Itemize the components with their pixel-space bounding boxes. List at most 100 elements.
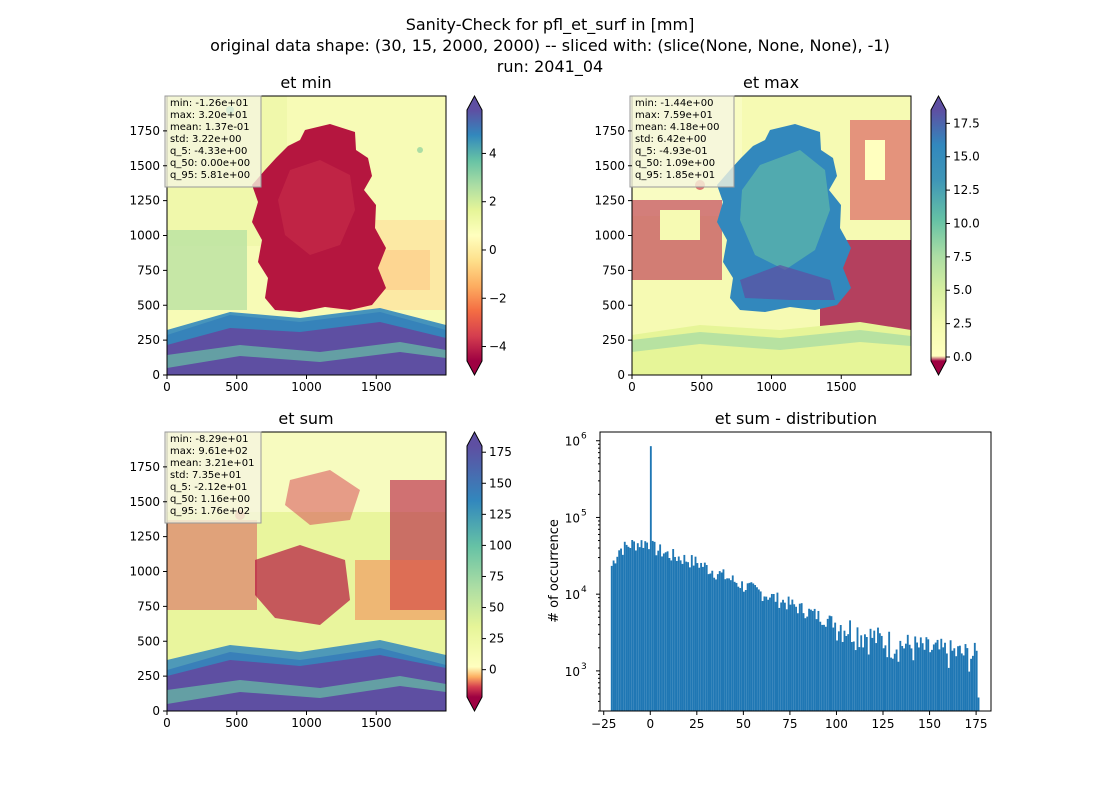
y-axis-et-sum: 0 250 500 750 1000 1250 1500 1750 — [129, 460, 167, 718]
histogram-bar — [813, 608, 816, 711]
panel-title-et-max: et max — [743, 73, 799, 92]
colorbar-tick-label: 12.5 — [953, 183, 980, 197]
histogram-bar — [629, 548, 632, 711]
histogram-bar — [722, 569, 725, 711]
y-tick-label: 1750 — [594, 124, 625, 138]
colorbar-tick-label: 175 — [489, 445, 512, 459]
histogram-bars — [610, 446, 980, 711]
x-axis-et-min: 0 500 1000 1500 — [163, 375, 392, 394]
histogram-bar — [899, 640, 902, 711]
histogram-bar — [947, 667, 950, 711]
histogram-bar — [904, 643, 907, 711]
y-tick-label: 10 — [565, 665, 580, 679]
x-tick-label: 1500 — [361, 716, 392, 730]
x-tick-label: 1000 — [291, 716, 322, 730]
y-tick-label: 250 — [602, 333, 625, 347]
y-tick-label: 1500 — [594, 159, 625, 173]
x-tick-label: 0 — [163, 380, 171, 394]
stats-box-et-max: min: -1.44e+00 max: 7.59e+01 mean: 4.18e… — [629, 95, 735, 188]
histogram-bar — [823, 624, 825, 711]
panel-title-et-sum: et sum — [278, 409, 333, 428]
stat-line: std: 6.42e+00 — [635, 134, 707, 145]
histogram-bar — [761, 601, 764, 711]
histogram-bar — [968, 671, 971, 711]
x-tick-label: 1500 — [361, 380, 392, 394]
y-tick-label: 0 — [617, 368, 625, 382]
histogram-bar — [789, 604, 792, 711]
histogram-bar — [893, 653, 896, 711]
histogram-bar — [862, 647, 865, 711]
histogram-bar — [826, 618, 829, 711]
histogram-bar — [756, 587, 758, 711]
histogram-bar — [649, 446, 652, 711]
histogram-bar — [625, 544, 628, 711]
y-tick-label: 1750 — [129, 460, 160, 474]
histogram-bar — [958, 645, 961, 711]
histogram-bar — [821, 624, 824, 711]
histogram-bar — [769, 597, 771, 711]
x-axis-et-max: 0 500 1000 1500 — [628, 375, 857, 394]
stat-line: q_95: 5.81e+00 — [170, 170, 250, 181]
histogram-bar — [923, 649, 926, 711]
histogram-bar — [856, 627, 859, 711]
stat-line: min: -1.26e+01 — [170, 98, 249, 109]
histogram-bar — [705, 565, 708, 711]
histogram-bar — [783, 602, 786, 711]
histogram-bar — [852, 641, 855, 711]
histogram-bar — [681, 563, 684, 711]
histogram-bar — [957, 646, 959, 711]
y-tick-base: 10 — [565, 435, 580, 449]
histogram-bar — [635, 550, 637, 711]
x-tick-label: 25 — [689, 717, 704, 731]
histogram-bar — [955, 656, 958, 711]
stat-line: q_5: -4.93e-01 — [635, 146, 708, 157]
panel-et-sum-distribution: et sum - distribution −25 0 25 50 75 100 125 15… — [547, 409, 992, 731]
histogram-bar — [683, 554, 686, 711]
histogram-bar — [610, 565, 613, 711]
histogram-bar — [713, 577, 716, 711]
histogram-bar — [942, 647, 945, 711]
histogram-bar — [850, 642, 853, 711]
histogram-bar — [793, 604, 796, 711]
histogram-bar — [875, 643, 878, 711]
colorbar-tick-label: 10.0 — [953, 216, 980, 230]
stat-line: q_95: 1.76e+02 — [170, 506, 250, 517]
histogram-bar — [787, 596, 790, 711]
x-tick-label: 0 — [163, 716, 171, 730]
histogram-bar — [914, 636, 917, 711]
y-tick-exponent: 6 — [581, 432, 587, 442]
panel-et-max: et max min: -1.44e+00 max: 7.59e+01 mean… — [594, 73, 979, 394]
histogram-bar — [657, 550, 660, 711]
colorbar-tick-label: 75 — [489, 569, 504, 583]
histogram-bar — [670, 560, 673, 711]
histogram-bar — [854, 650, 857, 711]
y-tick-label: 750 — [137, 263, 160, 277]
panel-title-distribution: et sum - distribution — [715, 409, 877, 428]
y-tick-label: 1000 — [129, 229, 160, 243]
histogram-bar — [750, 582, 753, 711]
histogram-bar — [908, 644, 911, 711]
histogram-bar — [633, 541, 636, 711]
stat-line: min: -8.29e+01 — [170, 434, 249, 445]
x-tick-label: 1000 — [291, 380, 322, 394]
histogram-bar — [688, 567, 691, 711]
histogram-bar — [782, 599, 784, 711]
colorbar-tick-label: 15.0 — [953, 150, 980, 164]
histogram-bar — [834, 622, 837, 711]
panel-title-et-min: et min — [280, 73, 331, 92]
stats-box-et-min: min: -1.26e+01 max: 3.20e+01 mean: 1.37e… — [164, 95, 262, 188]
histogram-bar — [614, 563, 617, 711]
histogram-bar — [744, 590, 747, 711]
histogram-bar — [843, 630, 846, 711]
histogram-bar — [791, 599, 794, 711]
histogram-bar — [832, 627, 835, 711]
y-tick-label: 500 — [137, 298, 160, 312]
x-tick-label: 500 — [225, 716, 248, 730]
y-tick-label: 250 — [137, 669, 160, 683]
histogram-bar — [627, 546, 630, 711]
histogram-bar — [646, 542, 649, 711]
colorbar-tick-label: 5.0 — [953, 283, 972, 297]
heatmap-et-sum — [167, 432, 446, 711]
histogram-bar — [806, 616, 809, 711]
panel-et-min: et min min: -1.26e+01 max: 3.20e+01 mean… — [129, 73, 506, 394]
